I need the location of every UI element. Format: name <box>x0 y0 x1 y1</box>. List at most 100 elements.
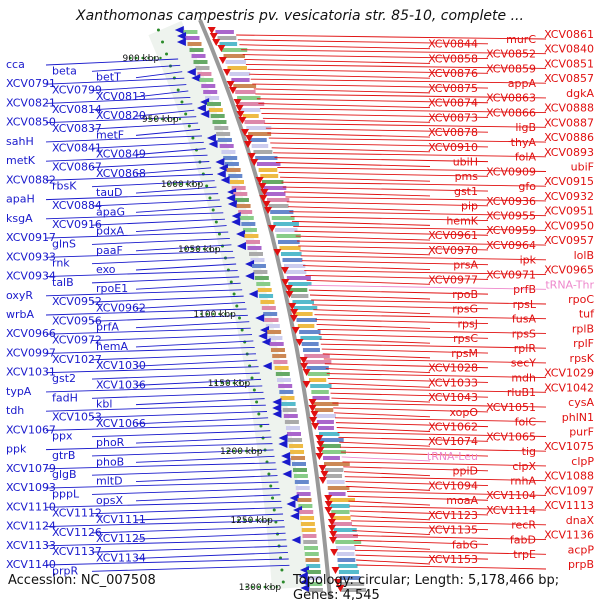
gene-label[interactable]: XCV1062 <box>428 420 478 433</box>
gene-label[interactable]: XCV1124 <box>6 520 56 533</box>
gene-label[interactable]: beta <box>52 64 77 77</box>
gene-label[interactable]: tRNA-Thr <box>545 278 594 291</box>
gene-label[interactable]: XCV1114 <box>486 504 536 517</box>
gene-label[interactable]: XCV1066 <box>96 417 146 430</box>
gene-label[interactable]: hemK <box>446 214 478 227</box>
gene-label[interactable]: metF <box>96 128 124 141</box>
gene-label[interactable]: XCV1097 <box>544 484 594 497</box>
gene-label[interactable]: tdh <box>6 404 24 417</box>
gene-label[interactable]: pppL <box>52 487 80 500</box>
gene-label[interactable]: ligB <box>515 121 536 134</box>
gene-label[interactable]: gst1 <box>454 185 478 198</box>
gene-label[interactable]: dnaX <box>566 514 595 527</box>
gene-label[interactable]: opsX <box>96 494 123 507</box>
gene-label[interactable]: XCV1053 <box>52 411 102 424</box>
gene-label[interactable]: XCV0955 <box>486 210 536 223</box>
gene-label[interactable]: ubiF <box>571 161 594 174</box>
gene-label[interactable]: trpE <box>513 548 536 561</box>
gene-label[interactable]: XCV1093 <box>6 481 56 494</box>
gene-label[interactable]: XCV0964 <box>486 239 536 252</box>
gene-label[interactable]: ipk <box>520 254 537 267</box>
gene-label[interactable]: XCV0813 <box>96 90 146 103</box>
gene-label[interactable]: XCV0977 <box>428 273 478 286</box>
gene-label[interactable]: XCV0791 <box>6 77 56 90</box>
gene-label[interactable]: XCV0932 <box>544 190 594 203</box>
gene-label[interactable]: cysA <box>568 396 594 409</box>
gene-label[interactable]: XCV0962 <box>96 301 146 314</box>
gene-label[interactable]: oxyR <box>6 289 33 302</box>
gene-label[interactable]: apaG <box>96 205 125 218</box>
gene-label[interactable]: XCV0884 <box>52 199 102 212</box>
gene-label[interactable]: ppiD <box>453 465 479 478</box>
gene-label[interactable]: kbl <box>96 398 112 411</box>
gene-label[interactable]: XCV1134 <box>96 551 146 564</box>
gene-label[interactable]: lolB <box>574 249 594 262</box>
gene-label[interactable]: XCV0893 <box>544 146 594 159</box>
gene-label[interactable]: XCV0875 <box>428 82 478 95</box>
gene-label[interactable]: rplR <box>514 342 537 355</box>
gene-label[interactable]: mdh <box>511 371 536 384</box>
gene-label[interactable]: typA <box>6 385 32 398</box>
gene-label[interactable]: prsA <box>453 259 478 272</box>
gene-label[interactable]: wrbA <box>6 308 35 321</box>
gene-label[interactable]: XCV1036 <box>96 378 146 391</box>
gene-label[interactable]: XCV0874 <box>428 97 478 110</box>
gene-label[interactable]: rnk <box>52 257 70 270</box>
gene-label[interactable]: XCV1126 <box>52 526 102 539</box>
gene-label[interactable]: tuf <box>579 308 595 321</box>
gene-label[interactable]: prpR <box>52 564 78 577</box>
gene-label[interactable]: XCV1051 <box>486 401 536 414</box>
gene-label[interactable]: XCV0961 <box>428 229 478 242</box>
gene-label[interactable]: XCV1079 <box>6 462 56 475</box>
gene-label[interactable]: talB <box>52 276 74 289</box>
gene-label[interactable]: XCV0882 <box>6 173 56 186</box>
gene-label[interactable]: XCV1043 <box>428 391 478 404</box>
gene-label[interactable]: rplB <box>572 322 594 335</box>
gene-label[interactable]: murC <box>506 33 536 46</box>
gene-label[interactable]: dgkA <box>566 87 594 100</box>
gene-label[interactable]: tauD <box>96 186 123 199</box>
gene-label[interactable]: xopO <box>449 406 478 419</box>
gene-label[interactable]: XCV1153 <box>428 553 478 566</box>
gene-label[interactable]: cca <box>6 58 25 71</box>
gene-label[interactable]: prpB <box>568 558 594 571</box>
gene-label[interactable]: pdxA <box>96 225 124 238</box>
gene-label[interactable]: XCV1125 <box>96 532 146 545</box>
gene-label[interactable]: fabG <box>452 538 478 551</box>
gene-label[interactable]: appA <box>508 77 537 90</box>
gene-label[interactable]: gtrB <box>52 449 75 462</box>
gene-label[interactable]: XCV0886 <box>544 131 594 144</box>
gene-label[interactable]: purF <box>569 426 594 439</box>
gene-label[interactable]: rnhA <box>510 475 536 488</box>
gene-label[interactable]: rbsK <box>52 180 77 193</box>
gene-label[interactable]: moaA <box>446 494 478 507</box>
gene-label[interactable]: XCV0820 <box>96 109 146 122</box>
gene-label[interactable]: XCV0799 <box>52 84 102 97</box>
gene-label[interactable]: XCV1110 <box>6 500 56 513</box>
gene-label[interactable]: rpoB <box>452 288 478 301</box>
gene-label[interactable]: XCV0876 <box>428 67 478 80</box>
gene-label[interactable]: XCV0888 <box>544 102 594 115</box>
gene-label[interactable]: hemA <box>96 340 128 353</box>
gene-label[interactable]: XCV1074 <box>428 435 478 448</box>
gene-label[interactable]: XCV0916 <box>52 218 102 231</box>
gene-label[interactable]: XCV1028 <box>428 362 478 375</box>
gene-label[interactable]: apaH <box>6 193 35 206</box>
gene-label[interactable]: ubiH <box>453 155 478 168</box>
gene-label[interactable]: XCV0956 <box>52 314 102 327</box>
gene-label[interactable]: XCV0857 <box>544 72 594 85</box>
gene-label[interactable]: rpsL <box>513 298 537 311</box>
gene-label[interactable]: exo <box>96 263 116 276</box>
gene-label[interactable]: clpP <box>571 455 594 468</box>
gene-label[interactable]: XCV1094 <box>428 479 478 492</box>
gene-label[interactable]: betT <box>96 71 121 84</box>
gene-label[interactable]: XCV1042 <box>544 381 594 394</box>
gene-label[interactable]: XCV1137 <box>52 545 102 558</box>
gene-label[interactable]: pip <box>461 200 478 213</box>
gene-label[interactable]: XCV0821 <box>6 96 56 109</box>
gene-label[interactable]: XCV0933 <box>6 250 56 263</box>
gene-label[interactable]: XCV1111 <box>96 513 146 526</box>
gene-label[interactable]: XCV0951 <box>544 205 594 218</box>
gene-label[interactable]: recR <box>511 519 536 532</box>
